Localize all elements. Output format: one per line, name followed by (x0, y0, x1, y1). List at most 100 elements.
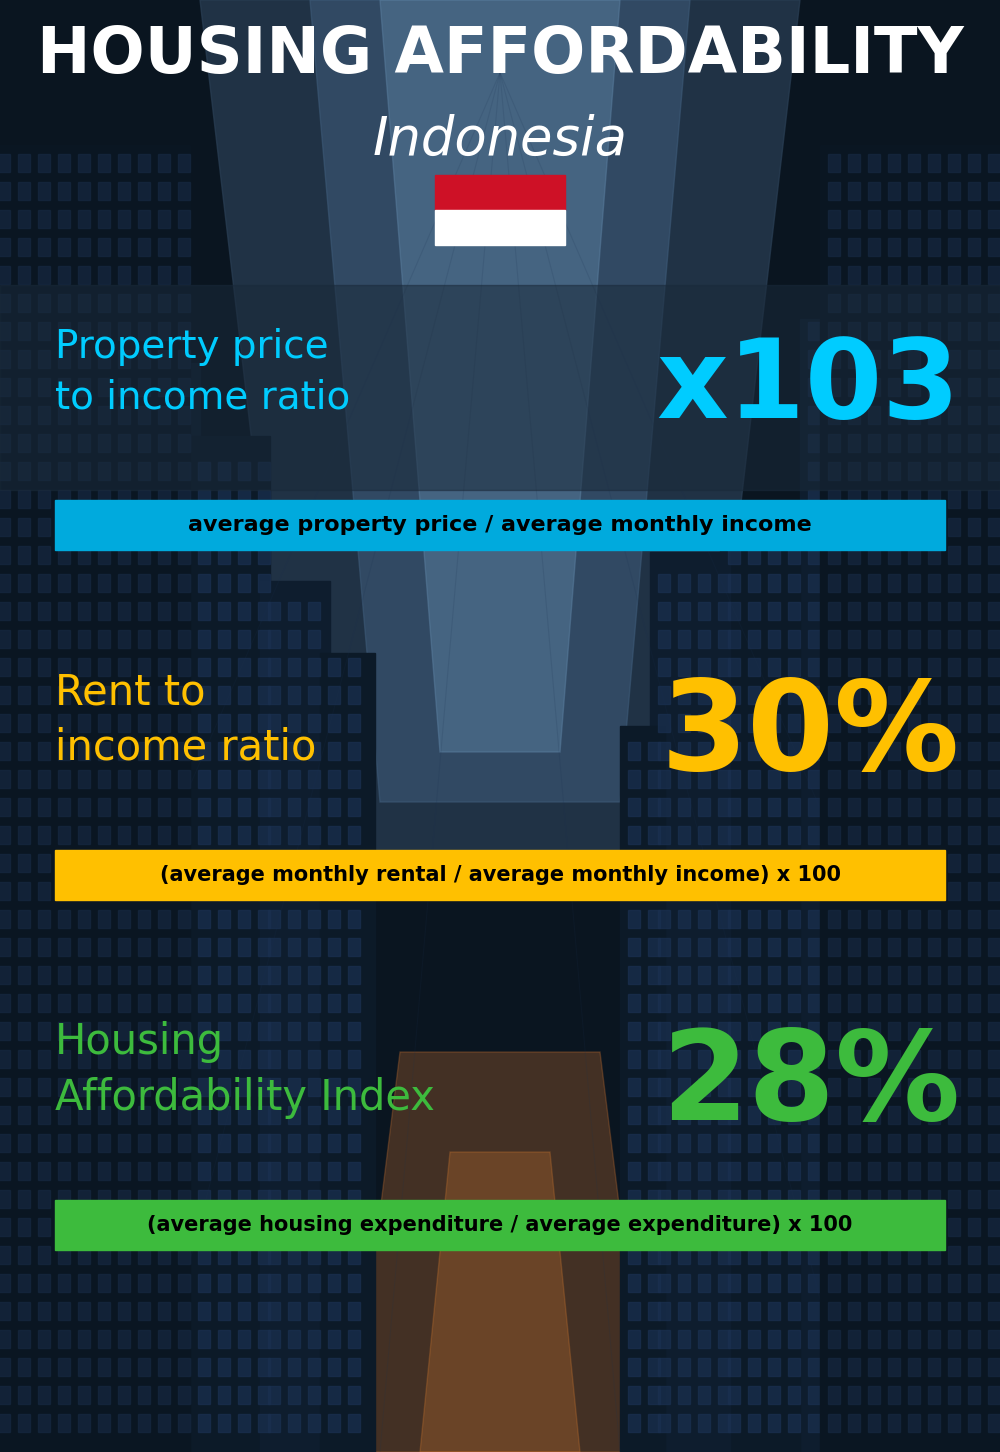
Bar (968, 407, 980, 424)
Bar (58, 938, 70, 955)
Bar (698, 1191, 710, 1208)
Bar (138, 434, 150, 452)
Bar (808, 854, 820, 873)
Bar (88, 574, 100, 592)
Bar (968, 434, 980, 452)
Bar (308, 881, 320, 900)
Bar (748, 742, 760, 759)
Bar (258, 770, 270, 788)
Bar (348, 938, 360, 955)
Bar (678, 910, 690, 928)
Bar (178, 799, 190, 816)
Bar (988, 1050, 1000, 1069)
Bar (868, 1134, 880, 1151)
Bar (948, 1273, 960, 1292)
Bar (648, 938, 660, 955)
Bar (868, 714, 880, 732)
Bar (58, 1106, 70, 1124)
Bar (748, 574, 760, 592)
Bar (908, 685, 920, 704)
Bar (928, 1273, 940, 1292)
Bar (788, 1358, 800, 1376)
Bar (968, 685, 980, 704)
Bar (18, 546, 30, 563)
Bar (178, 826, 190, 844)
Bar (118, 1050, 130, 1069)
Bar (118, 1134, 130, 1151)
Bar (268, 1387, 280, 1404)
Bar (988, 742, 1000, 759)
Bar (828, 238, 840, 256)
Bar (748, 770, 760, 788)
Bar (58, 489, 70, 508)
Bar (748, 1358, 760, 1376)
Bar (138, 1162, 150, 1180)
Bar (768, 1162, 780, 1180)
Bar (888, 350, 900, 367)
Bar (968, 546, 980, 563)
Bar (908, 266, 920, 285)
Bar (828, 910, 840, 928)
Bar (968, 350, 980, 367)
Polygon shape (310, 0, 690, 802)
Bar (8, 1218, 20, 1236)
Bar (888, 518, 900, 536)
Bar (218, 1302, 230, 1320)
Bar (828, 322, 840, 340)
Bar (98, 995, 110, 1012)
Bar (888, 1414, 900, 1432)
Bar (678, 854, 690, 873)
Bar (288, 714, 300, 732)
Bar (198, 881, 210, 900)
Bar (178, 603, 190, 620)
Bar (868, 546, 880, 563)
Bar (238, 658, 250, 677)
Bar (988, 322, 1000, 340)
Bar (698, 1246, 710, 1265)
Bar (178, 407, 190, 424)
Bar (18, 799, 30, 816)
Bar (748, 518, 760, 536)
Bar (308, 1106, 320, 1124)
Bar (768, 910, 780, 928)
Bar (678, 714, 690, 732)
Bar (0, 799, 10, 816)
Bar (748, 881, 760, 900)
Bar (788, 1022, 800, 1040)
Bar (828, 630, 840, 648)
Bar (28, 658, 40, 677)
Bar (268, 1050, 280, 1069)
Bar (178, 854, 190, 873)
Bar (178, 407, 190, 424)
Bar (948, 799, 960, 816)
Bar (948, 995, 960, 1012)
Bar (198, 658, 210, 677)
Bar (658, 574, 670, 592)
Bar (28, 266, 40, 285)
Bar (868, 826, 880, 844)
Bar (788, 630, 800, 648)
Bar (888, 434, 900, 452)
Bar (308, 658, 320, 677)
Bar (808, 1162, 820, 1180)
Bar (718, 685, 730, 704)
Bar (108, 1387, 120, 1404)
Bar (288, 1077, 300, 1096)
Bar (288, 826, 300, 844)
Bar (868, 322, 880, 340)
Bar (888, 1191, 900, 1208)
Bar (948, 350, 960, 367)
Bar (698, 770, 710, 788)
Bar (968, 966, 980, 984)
Bar (98, 1302, 110, 1320)
Bar (238, 1191, 250, 1208)
Bar (988, 1273, 1000, 1292)
Bar (28, 350, 40, 367)
Bar (928, 154, 940, 171)
Bar (868, 742, 880, 759)
Bar (158, 1022, 170, 1040)
Bar (988, 1246, 1000, 1265)
Bar (808, 1191, 820, 1208)
Bar (258, 1050, 270, 1069)
Bar (78, 1022, 90, 1040)
